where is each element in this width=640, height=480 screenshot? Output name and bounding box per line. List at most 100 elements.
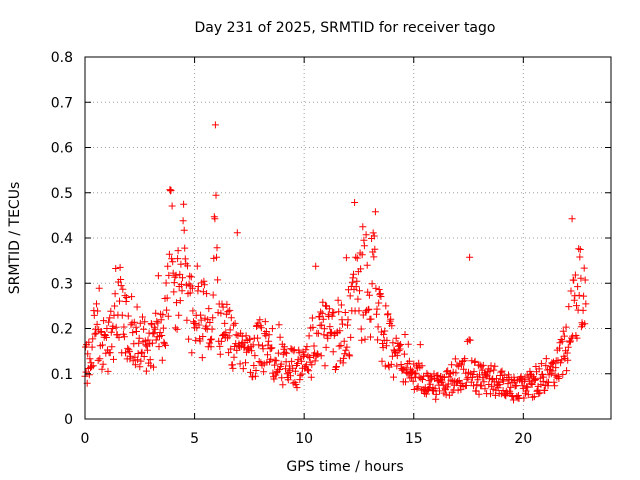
data-point <box>264 351 271 359</box>
data-point <box>547 370 555 378</box>
data-point <box>465 336 473 344</box>
data-point <box>473 381 481 389</box>
data-point <box>305 332 313 340</box>
data-point <box>86 355 94 363</box>
data-point <box>177 280 185 288</box>
data-point <box>141 318 149 326</box>
x-tick-label: 5 <box>190 431 199 447</box>
data-point <box>170 279 178 287</box>
data-point <box>129 329 137 337</box>
data-point <box>479 361 487 369</box>
data-point <box>275 321 283 329</box>
data-point <box>133 303 141 311</box>
data-point <box>239 365 247 373</box>
data-point <box>259 345 267 353</box>
data-point <box>367 333 374 341</box>
grid <box>85 57 611 419</box>
data-point <box>295 349 303 357</box>
data-point <box>291 367 299 375</box>
data-point <box>212 191 220 199</box>
data-point <box>199 333 207 340</box>
data-point <box>203 290 211 298</box>
data-point <box>122 349 129 357</box>
data-point <box>156 329 164 336</box>
data-point <box>531 376 539 384</box>
data-point <box>342 254 350 262</box>
data-point <box>180 226 188 234</box>
data-point <box>559 327 567 335</box>
data-point <box>282 365 289 373</box>
data-point <box>303 343 311 351</box>
y-tick-label: 0.6 <box>51 141 73 157</box>
data-point <box>233 346 241 354</box>
data-point <box>377 293 385 300</box>
data-point <box>217 309 225 317</box>
data-point <box>124 344 132 352</box>
data-point <box>339 320 346 328</box>
data-point <box>452 369 460 377</box>
data-point <box>431 385 439 393</box>
data-point <box>361 335 369 343</box>
data-point <box>577 274 585 282</box>
data-point <box>208 335 216 343</box>
data-point <box>381 327 389 335</box>
data-point <box>392 334 400 342</box>
data-point <box>183 316 191 324</box>
data-point <box>154 272 162 280</box>
data-point <box>281 348 289 356</box>
data-point <box>332 363 340 371</box>
x-tick-label: 10 <box>295 431 313 447</box>
data-point <box>184 262 191 270</box>
data-point <box>576 253 584 261</box>
data-point <box>499 376 506 384</box>
data-point <box>154 319 162 327</box>
data-point <box>293 384 301 392</box>
data-point <box>231 319 239 327</box>
data-point <box>439 381 447 389</box>
data-point <box>108 343 116 351</box>
data-point <box>138 348 146 356</box>
data-point <box>530 375 538 383</box>
data-point <box>202 322 210 330</box>
data-point <box>164 262 172 270</box>
data-point <box>322 302 329 310</box>
data-point <box>481 385 489 393</box>
data-point <box>570 276 578 284</box>
data-point <box>574 283 582 291</box>
data-point <box>101 331 109 338</box>
data-point <box>206 319 214 326</box>
data-point <box>211 215 219 223</box>
data-point <box>325 305 333 313</box>
data-point <box>350 270 357 278</box>
data-point <box>166 186 174 194</box>
data-point <box>566 338 574 346</box>
data-point <box>173 299 180 307</box>
data-point <box>470 382 477 390</box>
data-point <box>469 371 477 378</box>
data-point <box>265 331 273 339</box>
y-tick-label: 0.7 <box>51 95 73 111</box>
data-point <box>199 288 207 296</box>
data-point <box>405 357 413 365</box>
data-point <box>416 341 424 349</box>
data-point <box>125 346 133 354</box>
data-point <box>267 355 275 363</box>
data-point <box>368 280 376 288</box>
data-point <box>582 300 590 308</box>
data-point <box>213 244 221 252</box>
data-point <box>237 329 245 337</box>
data-point <box>230 353 238 361</box>
data-point <box>548 360 556 368</box>
data-point <box>246 335 254 343</box>
data-point <box>425 385 432 393</box>
data-point <box>400 350 408 358</box>
data-point <box>463 375 471 383</box>
data-point <box>462 382 470 389</box>
data-point <box>140 353 148 360</box>
data-point <box>140 325 148 333</box>
data-point <box>313 350 321 358</box>
data-point <box>111 290 119 298</box>
data-point <box>317 352 325 360</box>
data-point <box>355 307 363 315</box>
data-point <box>252 367 260 374</box>
